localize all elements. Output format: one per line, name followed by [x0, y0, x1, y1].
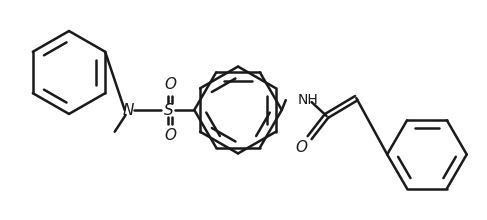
- Text: S: S: [164, 103, 173, 117]
- Text: N: N: [123, 103, 134, 117]
- Text: O: O: [165, 77, 176, 92]
- Text: O: O: [165, 128, 176, 143]
- Text: O: O: [296, 140, 308, 155]
- Text: NH: NH: [298, 93, 318, 107]
